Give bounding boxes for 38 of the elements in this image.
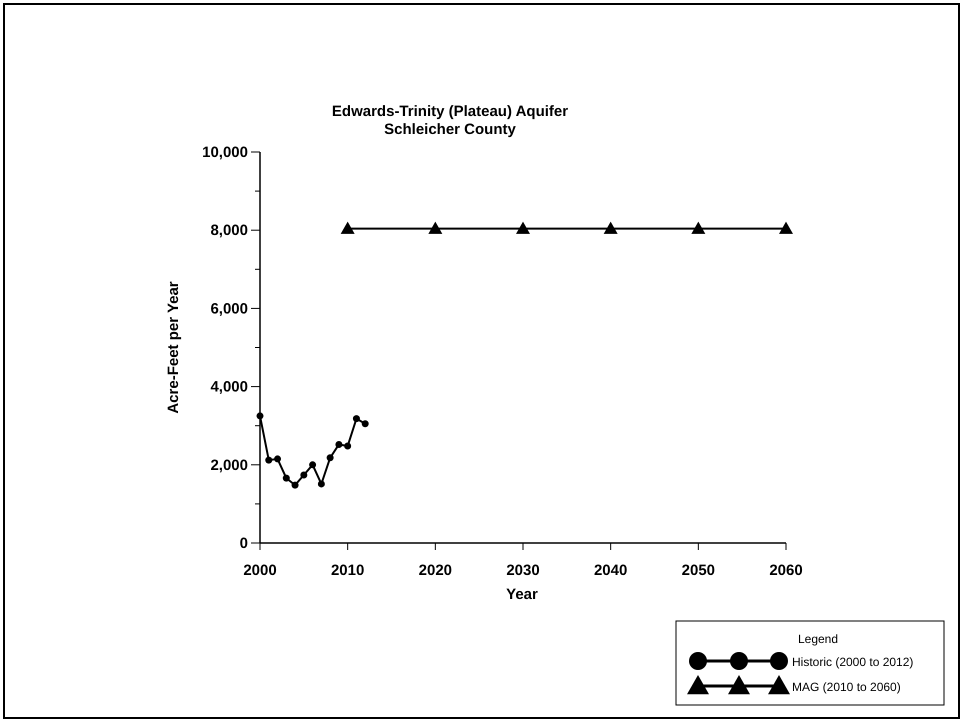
x-tick-label: 2000 bbox=[243, 562, 277, 579]
chart-title: Edwards-Trinity (Plateau) Aquifer Schleicher County bbox=[332, 103, 568, 138]
x-axis-title: Year bbox=[506, 586, 538, 603]
point bbox=[604, 222, 618, 234]
y-tick-label: 10,000 bbox=[202, 144, 248, 161]
point bbox=[516, 222, 530, 234]
point bbox=[309, 461, 316, 468]
point bbox=[318, 480, 325, 488]
point bbox=[282, 474, 290, 482]
point bbox=[274, 455, 282, 462]
legend-label: MAG (2010 to 2060) bbox=[792, 680, 901, 694]
y-tick-label: 8,000 bbox=[210, 222, 248, 240]
point bbox=[265, 456, 272, 464]
point bbox=[256, 412, 264, 420]
y-tick-label: 4,000 bbox=[210, 378, 248, 396]
x-tick-label: 2050 bbox=[682, 562, 716, 579]
point bbox=[428, 222, 442, 234]
point bbox=[335, 440, 342, 448]
point bbox=[779, 222, 793, 234]
y-tick-label: 6,000 bbox=[210, 300, 248, 318]
y-tick-label: 0 bbox=[240, 535, 248, 552]
x-tick-label: 2020 bbox=[418, 562, 452, 579]
y-axis-title: Acre-Feet per Year bbox=[165, 281, 182, 414]
legend-label: Historic (2000 to 2012) bbox=[792, 655, 914, 669]
x-tick-label: 2030 bbox=[506, 562, 540, 579]
legend-title: Legend bbox=[798, 632, 838, 646]
x-tick-label: 2060 bbox=[769, 562, 803, 579]
point bbox=[292, 482, 299, 489]
point bbox=[340, 222, 355, 234]
point bbox=[362, 420, 369, 428]
x-tick-label: 2040 bbox=[594, 562, 628, 579]
point bbox=[300, 471, 308, 478]
y-tick-label: 2,000 bbox=[210, 456, 248, 474]
point bbox=[344, 442, 352, 450]
point bbox=[691, 222, 706, 234]
x-tick-label: 2010 bbox=[330, 562, 364, 579]
point bbox=[326, 454, 334, 462]
point bbox=[352, 415, 360, 422]
